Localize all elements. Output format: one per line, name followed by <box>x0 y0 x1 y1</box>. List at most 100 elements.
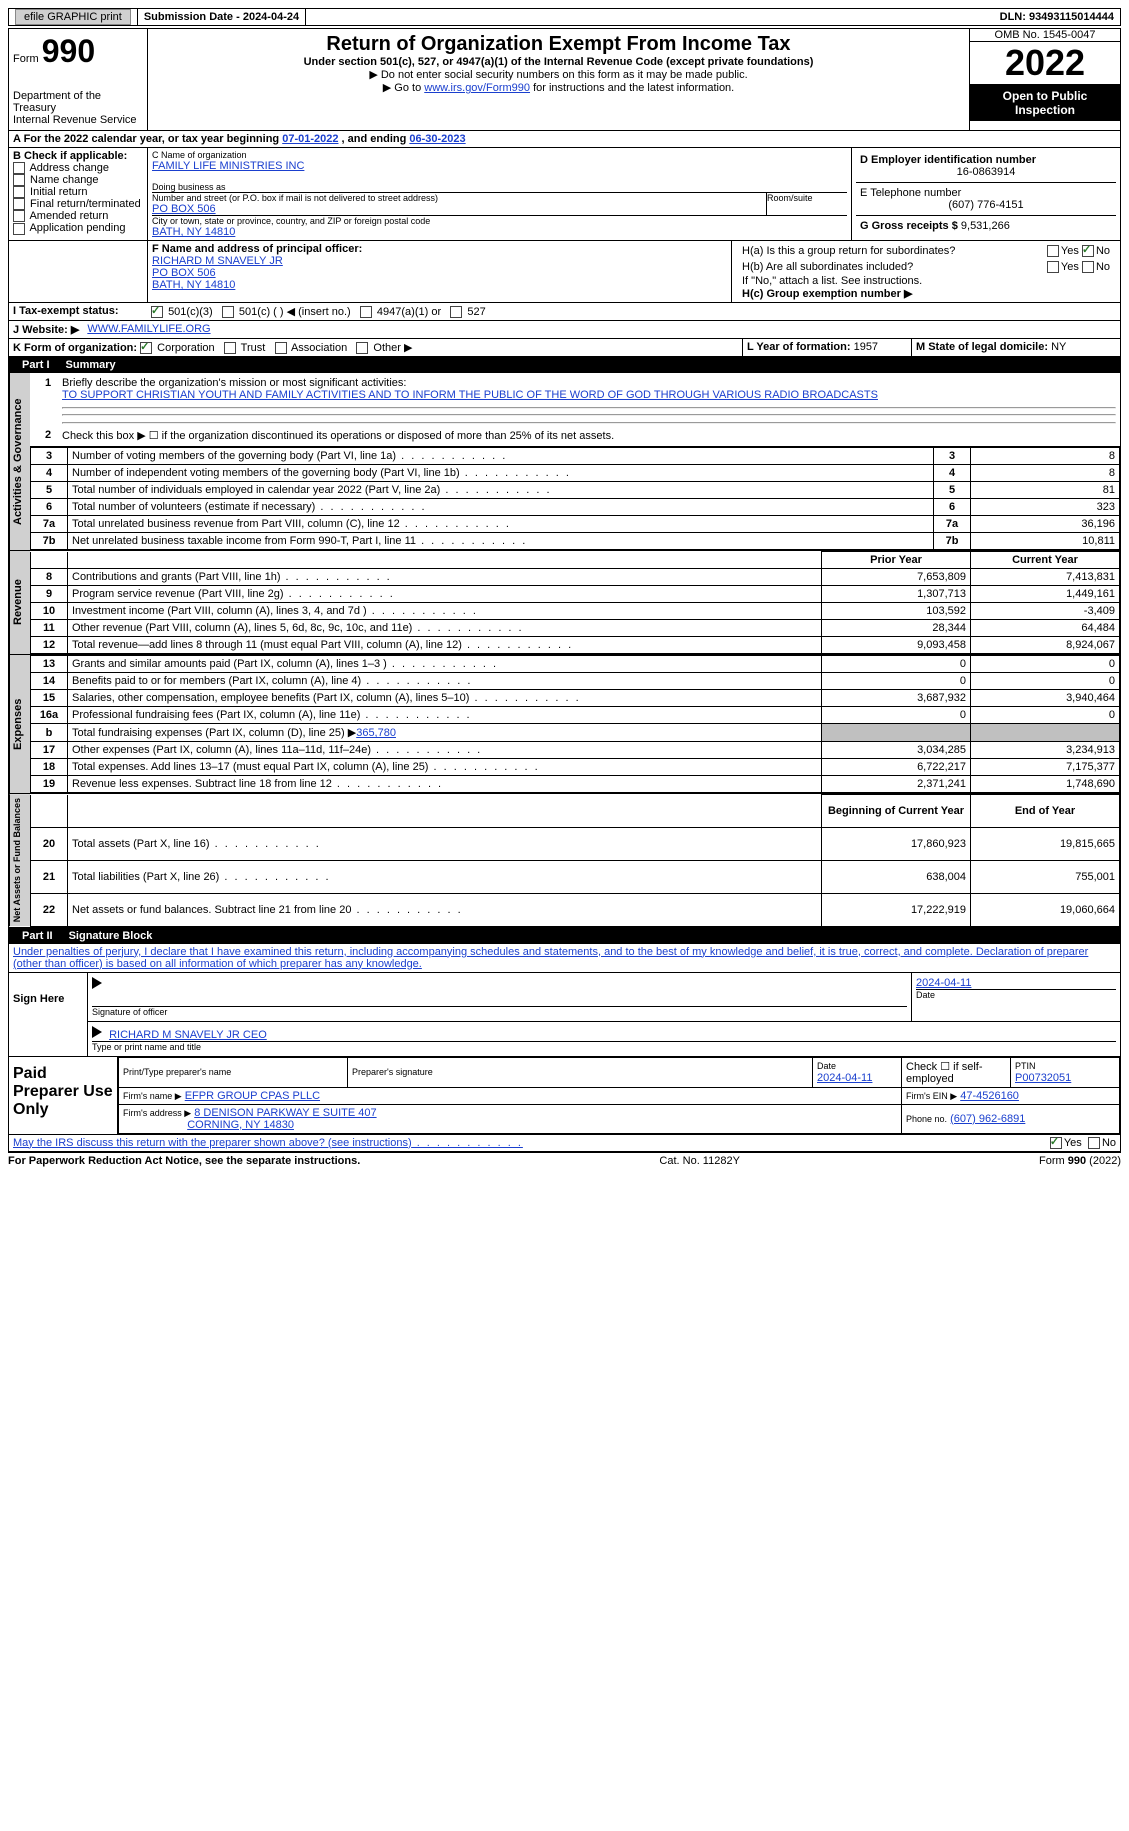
501c-checkbox[interactable] <box>222 306 234 318</box>
ein-label: D Employer identification number <box>860 154 1112 166</box>
city-label: City or town, state or province, country… <box>152 216 847 226</box>
year-formation: 1957 <box>854 341 878 353</box>
efile-button[interactable]: efile GRAPHIC print <box>15 9 131 25</box>
omb-number: OMB No. 1545-0047 <box>970 29 1120 42</box>
mission-label: Briefly describe the organization's miss… <box>62 377 1116 389</box>
form-number: 990 <box>42 33 95 69</box>
footer: For Paperwork Reduction Act Notice, see … <box>8 1152 1121 1167</box>
ha-yes-checkbox[interactable] <box>1047 245 1059 257</box>
form-subtitle: Under section 501(c), 527, or 4947(a)(1)… <box>152 56 965 68</box>
dba-label: Doing business as <box>152 182 847 192</box>
klm-row: K Form of organization: Corporation Trus… <box>8 339 1121 357</box>
website-row: J Website: ▶ WWW.FAMILYLIFE.ORG <box>8 321 1121 339</box>
domicile-state: NY <box>1051 341 1066 353</box>
arrow-icon <box>92 977 102 989</box>
mission-text: TO SUPPORT CHRISTIAN YOUTH AND FAMILY AC… <box>62 389 1116 401</box>
form-header: Form 990 Department of the Treasury Inte… <box>8 28 1121 131</box>
gross-receipts-value: 9,531,266 <box>961 220 1010 232</box>
expenses-table: 13Grants and similar amounts paid (Part … <box>30 655 1120 793</box>
officer-label: F Name and address of principal officer: <box>152 243 727 255</box>
paid-preparer-label: Paid Preparer Use Only <box>9 1057 118 1134</box>
perjury-text: Under penalties of perjury, I declare th… <box>8 944 1121 973</box>
city-value: BATH, NY 14810 <box>152 226 847 238</box>
open-public-badge: Open to Public Inspection <box>970 85 1120 121</box>
netassets-table: Beginning of Current YearEnd of Year20To… <box>30 794 1120 926</box>
phone-value: (607) 776-4151 <box>860 199 1112 211</box>
discuss-yes-checkbox[interactable] <box>1050 1137 1062 1149</box>
boxk-checkbox[interactable] <box>224 342 236 354</box>
org-name-label: C Name of organization <box>152 150 847 160</box>
527-checkbox[interactable] <box>450 306 462 318</box>
boxb-checkbox[interactable] <box>13 198 25 210</box>
discuss-no-checkbox[interactable] <box>1088 1137 1100 1149</box>
room-label: Room/suite <box>767 193 847 215</box>
officer-name: RICHARD M SNAVELY JR <box>152 255 727 267</box>
form-title: Return of Organization Exempt From Incom… <box>152 33 965 56</box>
boxk-checkbox[interactable] <box>275 342 287 354</box>
line2-text: Check this box ▶ ☐ if the organization d… <box>62 429 614 442</box>
box-l-label: L Year of formation: <box>747 341 851 353</box>
boxb-checkbox[interactable] <box>13 223 25 235</box>
sig-officer-label: Signature of officer <box>92 1006 907 1017</box>
arrow-icon <box>92 1026 102 1038</box>
footer-mid: Cat. No. 11282Y <box>659 1155 740 1167</box>
org-info-block: B Check if applicable: Address change Na… <box>8 148 1121 241</box>
boxb-checkbox[interactable] <box>13 186 25 198</box>
part2-header: Part II Signature Block <box>8 928 1121 944</box>
vlabel-activities: Activities & Governance <box>9 373 30 550</box>
period-row: A For the 2022 calendar year, or tax yea… <box>8 131 1121 148</box>
4947-checkbox[interactable] <box>360 306 372 318</box>
hb-note: If "No," attach a list. See instructions… <box>736 275 1116 287</box>
goto-link-row: ▶ Go to www.irs.gov/Form990 for instruct… <box>152 81 965 94</box>
ha-no-checkbox[interactable] <box>1082 245 1094 257</box>
box-i-label: I Tax-exempt status: <box>9 303 147 320</box>
boxk-checkbox[interactable] <box>356 342 368 354</box>
discuss-row: May the IRS discuss this return with the… <box>8 1135 1121 1152</box>
sig-date: 2024-04-11 <box>916 977 1116 989</box>
sign-here-block: Sign Here Signature of officer 2024-04-1… <box>8 973 1121 1057</box>
line2-num: 2 <box>34 429 62 442</box>
street-value: PO BOX 506 <box>152 203 766 215</box>
boxb-checkbox[interactable] <box>13 210 25 222</box>
website-value[interactable]: WWW.FAMILYLIFE.ORG <box>83 321 214 338</box>
revenue-table: Prior YearCurrent Year8Contributions and… <box>30 551 1120 654</box>
dept-treasury: Department of the Treasury <box>13 90 143 114</box>
paid-preparer-block: Paid Preparer Use Only Print/Type prepar… <box>8 1057 1121 1135</box>
boxb-checkbox[interactable] <box>13 162 25 174</box>
officer-group-block: F Name and address of principal officer:… <box>8 241 1121 303</box>
sig-name: RICHARD M SNAVELY JR CEO <box>109 1029 267 1041</box>
box-k-label: K Form of organization: <box>13 342 137 354</box>
dln: DLN: 93493115014444 <box>994 9 1120 25</box>
501c3-checkbox[interactable] <box>151 306 163 318</box>
footer-right: Form 990 (2022) <box>1039 1155 1121 1167</box>
irs-label: Internal Revenue Service <box>13 114 143 126</box>
box-m-label: M State of legal domicile: <box>916 341 1048 353</box>
top-bar: efile GRAPHIC print Submission Date - 20… <box>8 8 1121 26</box>
line1-num: 1 <box>34 377 62 429</box>
ssn-warning: ▶ Do not enter social security numbers o… <box>152 68 965 81</box>
vlabel-expenses: Expenses <box>9 655 30 793</box>
ein-value: 16-0863914 <box>860 166 1112 178</box>
submission-date: Submission Date - 2024-04-24 <box>138 9 306 25</box>
tax-status-row: I Tax-exempt status: 501(c)(3) 501(c) ( … <box>8 303 1121 321</box>
street-label: Number and street (or P.O. box if mail i… <box>152 193 766 203</box>
boxb-checkbox[interactable] <box>13 174 25 186</box>
hb-yes-checkbox[interactable] <box>1047 261 1059 273</box>
ha-label: H(a) Is this a group return for subordin… <box>742 245 955 257</box>
vlabel-revenue: Revenue <box>9 551 30 654</box>
phone-label: E Telephone number <box>860 187 1112 199</box>
officer-street: PO BOX 506 <box>152 267 727 279</box>
irs-link[interactable]: www.irs.gov/Form990 <box>424 82 530 94</box>
org-name: FAMILY LIFE MINISTRIES INC <box>152 160 847 172</box>
hc-label: H(c) Group exemption number ▶ <box>736 287 1116 300</box>
form-label: Form <box>13 53 39 65</box>
hb-no-checkbox[interactable] <box>1082 261 1094 273</box>
tax-year: 2022 <box>970 42 1120 85</box>
officer-city: BATH, NY 14810 <box>152 279 727 291</box>
box-b-label: B Check if applicable: <box>13 150 143 162</box>
hb-label: H(b) Are all subordinates included? <box>742 261 913 273</box>
footer-left: For Paperwork Reduction Act Notice, see … <box>8 1155 360 1167</box>
part1-header: Part I Summary <box>8 357 1121 373</box>
summary-small-table: 3Number of voting members of the governi… <box>30 447 1120 550</box>
boxk-checkbox[interactable] <box>140 342 152 354</box>
